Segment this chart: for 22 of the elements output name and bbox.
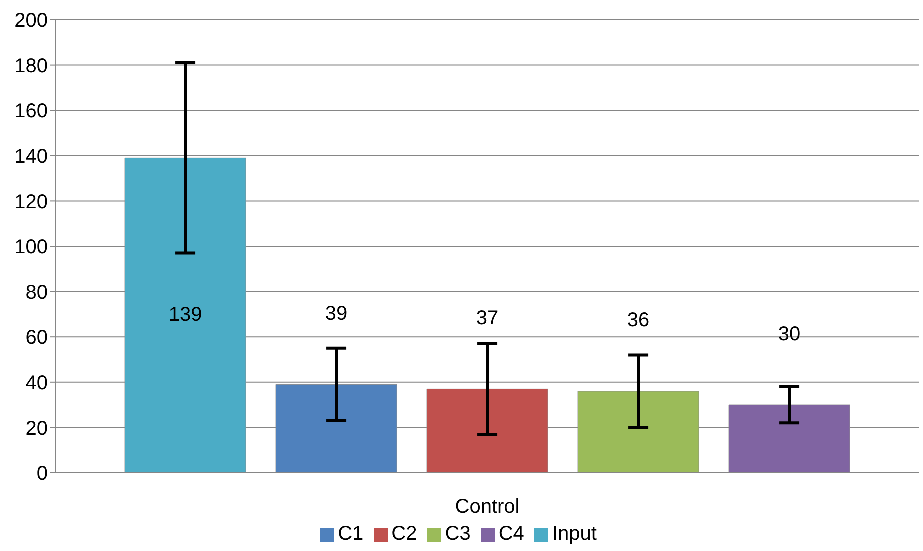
y-tick-label: 100 xyxy=(14,236,48,259)
y-tick-label: 20 xyxy=(26,418,48,440)
y-tick-label: 60 xyxy=(26,327,48,350)
y-tick-label: 140 xyxy=(14,146,48,168)
x-tick-label: Control xyxy=(455,496,520,518)
legend-label: C1 xyxy=(338,523,364,545)
legend-label: C2 xyxy=(392,523,418,545)
y-tick-label: 40 xyxy=(26,372,48,394)
legend-label: Input xyxy=(552,523,597,545)
y-tick-label: 180 xyxy=(14,55,48,78)
data-label: 37 xyxy=(476,307,499,330)
y-tick-label: 0 xyxy=(36,463,48,486)
data-label: 36 xyxy=(627,310,650,332)
legend-label: C3 xyxy=(445,523,471,545)
legend-label: C4 xyxy=(498,523,524,545)
data-label: 30 xyxy=(778,323,801,346)
data-label: 39 xyxy=(325,302,348,325)
y-tick-label: 200 xyxy=(14,10,48,32)
y-tick-label: 160 xyxy=(14,100,48,123)
data-label: 139 xyxy=(168,304,202,326)
y-tick-label: 120 xyxy=(14,191,48,214)
y-tick-label: 80 xyxy=(26,282,48,304)
